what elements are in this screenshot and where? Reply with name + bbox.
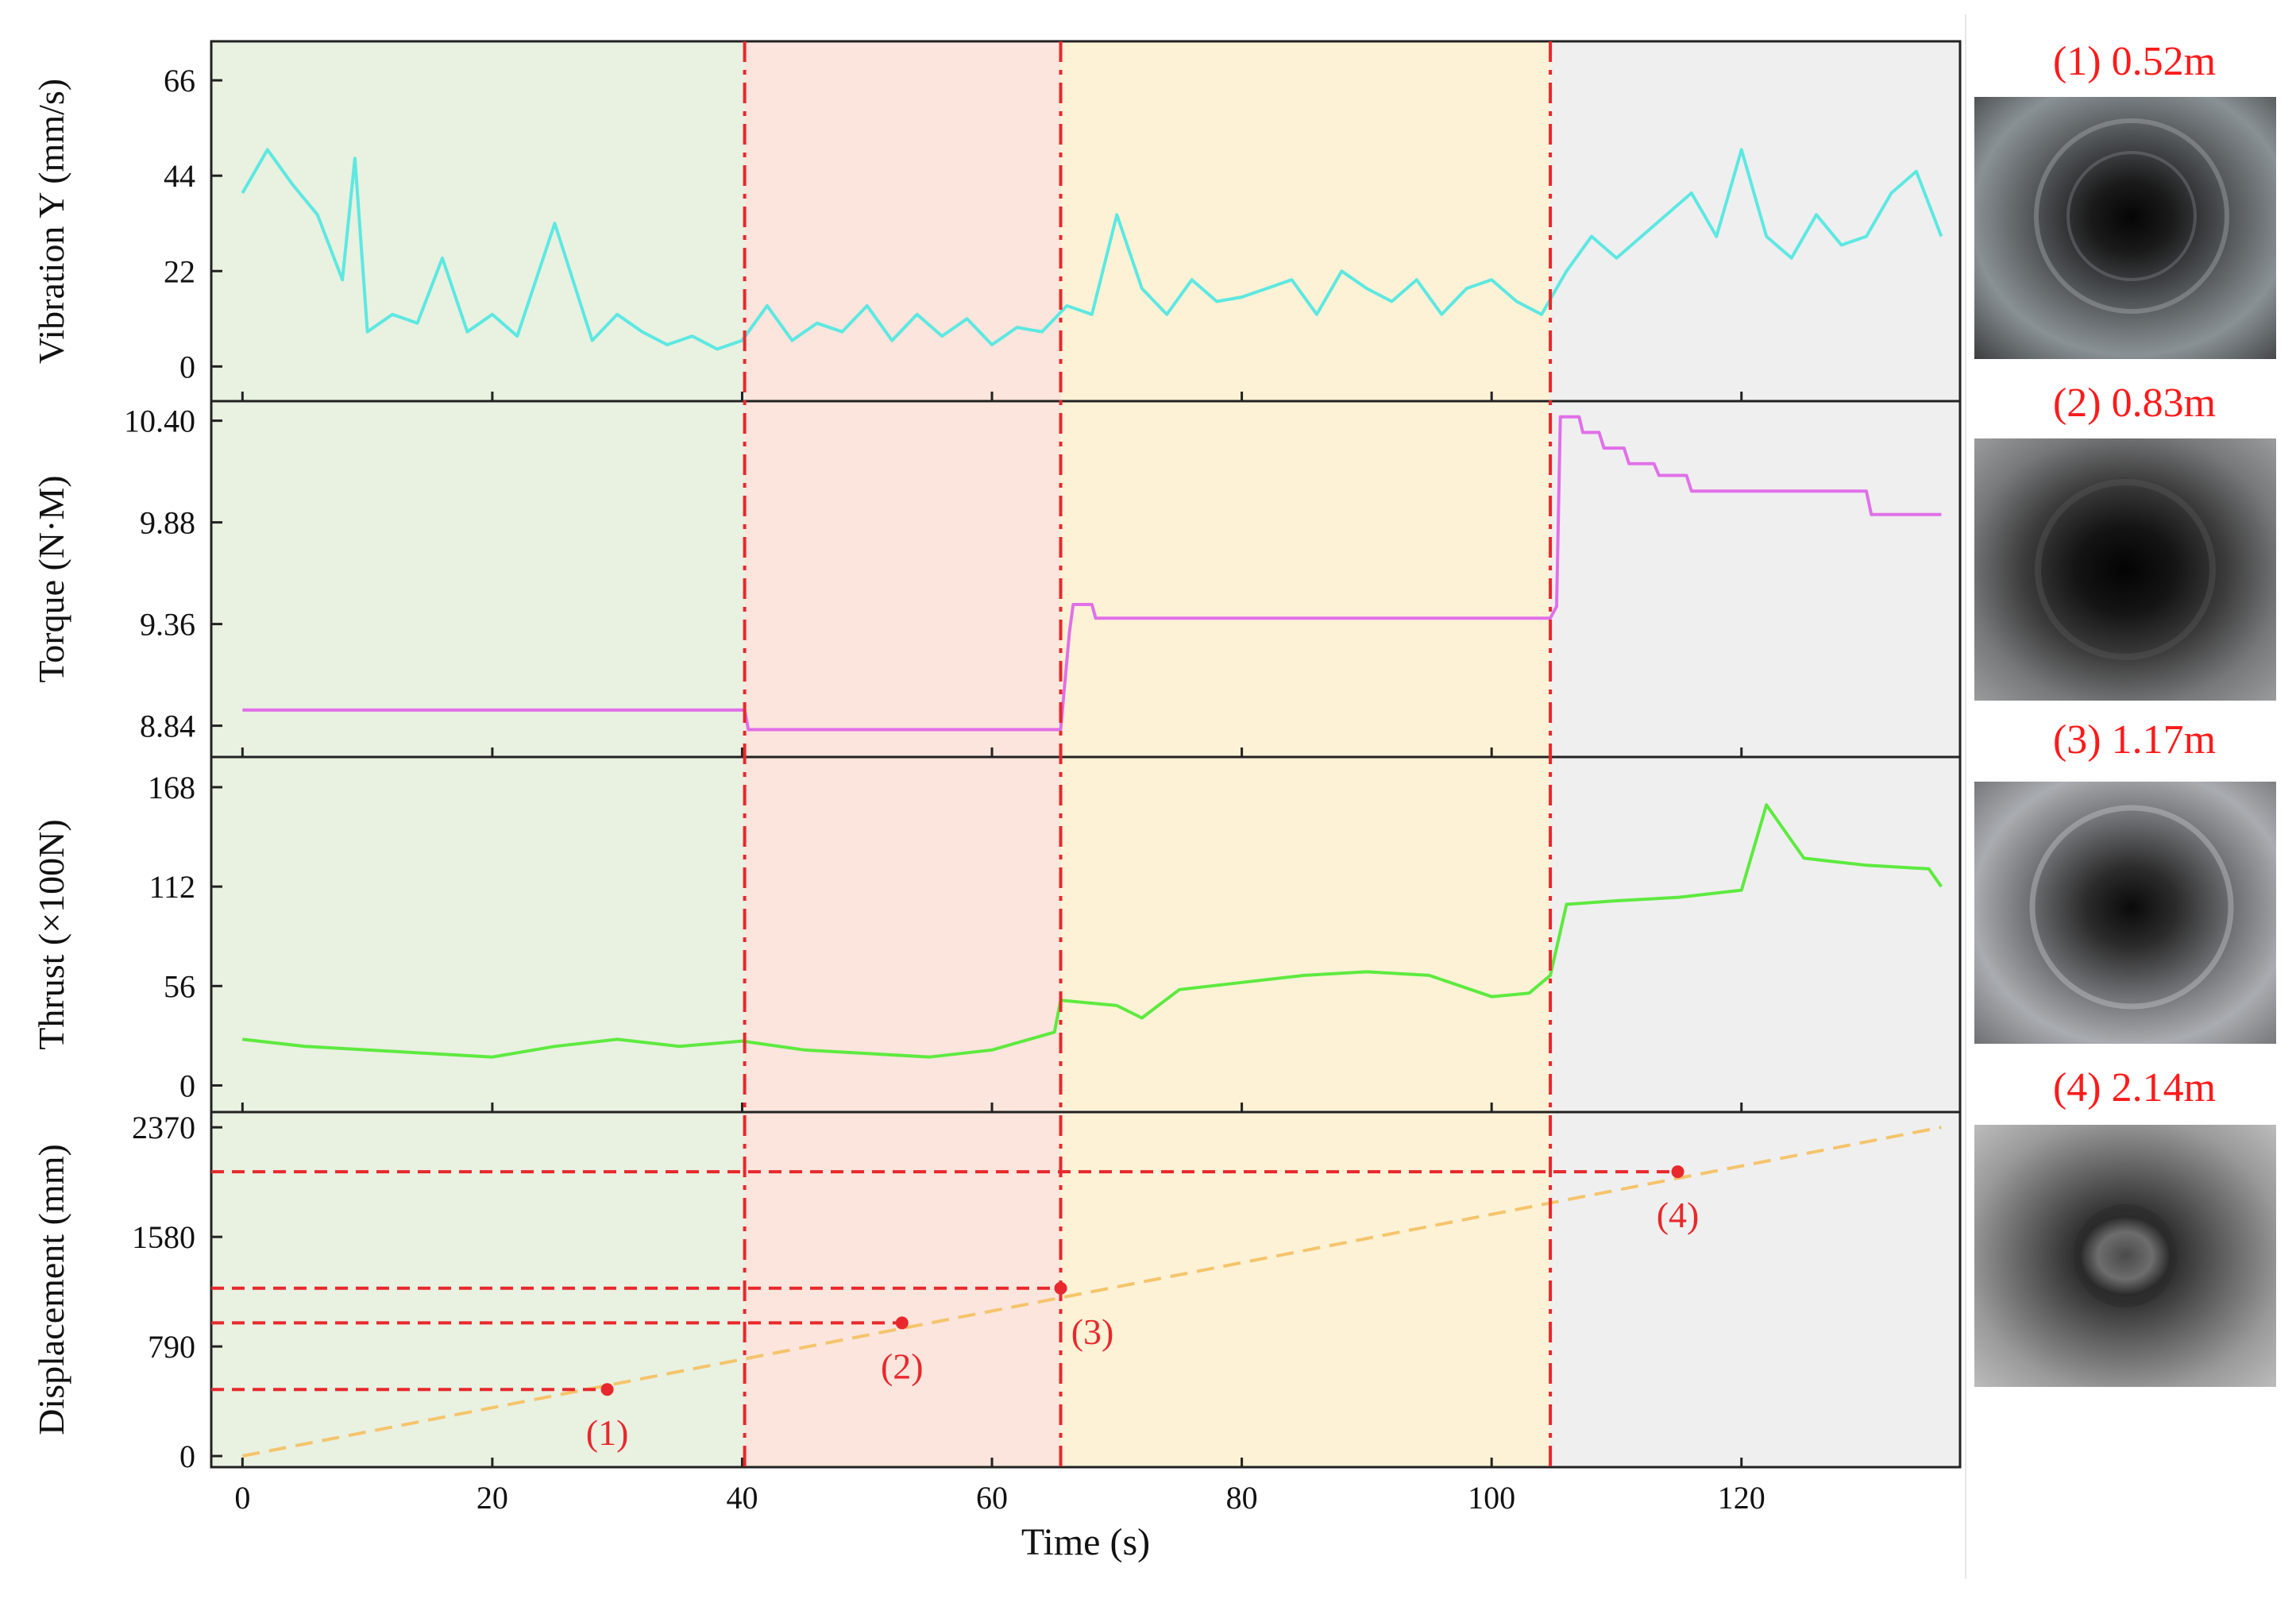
- y-tick-label: 0: [179, 349, 195, 384]
- y-tick-label: 8.84: [140, 709, 195, 744]
- phase-background-4: [1550, 41, 1960, 1467]
- phase-background-3: [1060, 41, 1551, 1467]
- y-tick-label: 790: [148, 1329, 195, 1365]
- y-axis-label: Thrust (×100N): [31, 819, 71, 1049]
- marker-point-2: [895, 1316, 909, 1330]
- marker-label-4: (4): [1657, 1195, 1700, 1235]
- y-tick-label: 9.36: [140, 607, 195, 643]
- x-tick-label: 0: [234, 1480, 250, 1516]
- y-axis-label: Torque (N·M): [31, 475, 71, 682]
- y-axis-label: Displacement (mm): [31, 1144, 71, 1435]
- x-tick-label: 40: [726, 1480, 758, 1516]
- x-tick-label: 120: [1718, 1480, 1765, 1516]
- y-tick-label: 0: [179, 1068, 195, 1103]
- y-tick-label: 44: [164, 158, 195, 194]
- y-tick-label: 22: [164, 253, 195, 289]
- y-tick-label: 1580: [132, 1219, 195, 1255]
- series-line-vibration-y: [241, 148, 1943, 351]
- series-line-displacement: [241, 1126, 1942, 1458]
- x-tick-label: 80: [1226, 1480, 1258, 1516]
- series-line-torque: [242, 415, 1942, 732]
- y-axis-label: Vibration Y (mm/s): [31, 79, 71, 364]
- y-tick-label: 10.40: [124, 404, 195, 439]
- y-tick-label: 168: [148, 770, 195, 805]
- x-axis-label: Time (s): [1021, 1521, 1150, 1563]
- y-tick-label: 56: [164, 968, 195, 1004]
- borehole-photo-3: [1974, 782, 2276, 1044]
- phase-background-1: [211, 41, 745, 1467]
- photo-label-3: (3) 1.17m: [2052, 717, 2217, 763]
- marker-label-3: (3): [1071, 1311, 1114, 1352]
- figure-divider: [1965, 14, 1966, 1579]
- borehole-photo-2: [1974, 438, 2276, 701]
- y-tick-label: 66: [164, 63, 195, 98]
- x-tick-label: 20: [477, 1480, 508, 1516]
- x-tick-label: 60: [976, 1480, 1008, 1516]
- y-tick-label: 112: [149, 869, 195, 905]
- marker-point-4: [1671, 1165, 1684, 1179]
- y-tick-label: 9.88: [140, 505, 195, 541]
- x-tick-label: 100: [1468, 1480, 1515, 1516]
- phase-background-2: [744, 41, 1061, 1467]
- y-tick-label: 2370: [132, 1110, 195, 1145]
- photo-label-1: (1) 0.52m: [2052, 39, 2217, 84]
- borehole-photo-column: (1) 0.52m (2) 0.83m: [1973, 0, 2296, 1599]
- borehole-photo-1: [1974, 97, 2276, 359]
- series-line-thrust: [242, 803, 1943, 1059]
- marker-point-1: [600, 1383, 614, 1396]
- borehole-photo-4: [1974, 1125, 2276, 1387]
- photo-label-2: (2) 0.83m: [2052, 380, 2217, 426]
- y-tick-label: 0: [179, 1439, 195, 1474]
- marker-label-1: (1): [586, 1412, 629, 1453]
- marker-label-2: (2): [881, 1346, 924, 1386]
- chart-figure: 66 44 22 0 Vibration Y (mm/s) 10.40 9.88 9.36 8.…: [31, 40, 1962, 1563]
- photo-label-4: (4) 2.14m: [2052, 1065, 2217, 1110]
